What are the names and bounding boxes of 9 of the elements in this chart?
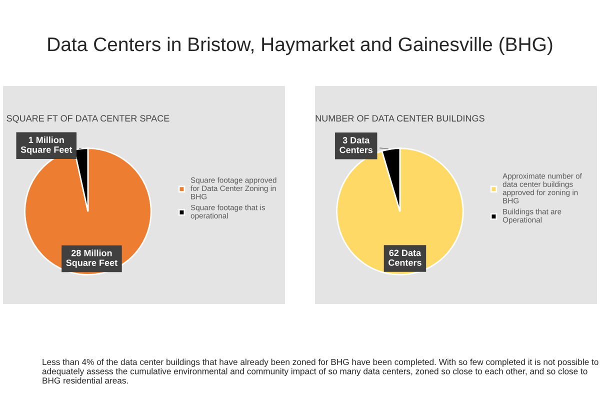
text: Data Centers in Bristow, Haymarket and Gainesville (BHG) xyxy=(48,36,552,56)
data-label: 3 Data Centers xyxy=(340,137,373,154)
chart-title: NUMBER OF DATA CENTER BUILDINGS xyxy=(316,115,484,122)
text: Less than 4% of the data center buildings that have already been zoned for BHG have been completed. With so few completed it is not possible to adequately assess the cumulative environmental and community impact of so many data centers, zoned so close to each other, and so close to BHG residential areas. xyxy=(42,358,598,384)
data-label: 62 Data Centers xyxy=(388,250,422,266)
chart-title: SQUARE FT OF DATA CENTER SPACE xyxy=(6,115,170,124)
data-label: 28 Million Square Feet xyxy=(66,250,118,268)
data-label: 1 Million Square Feet xyxy=(20,136,72,155)
pie-slice xyxy=(336,148,464,276)
